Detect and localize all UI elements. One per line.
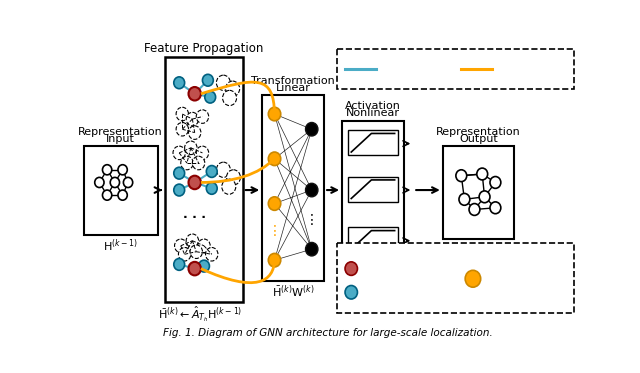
Circle shape [189, 126, 201, 140]
Circle shape [176, 107, 189, 121]
Circle shape [190, 245, 202, 258]
Circle shape [118, 190, 127, 200]
Circle shape [198, 239, 210, 253]
Circle shape [184, 141, 197, 154]
Circle shape [222, 179, 236, 194]
Text: Nonlinear: Nonlinear [346, 108, 400, 118]
Circle shape [490, 202, 501, 214]
Circle shape [124, 178, 132, 188]
Circle shape [477, 168, 488, 180]
Text: ⋮: ⋮ [305, 213, 319, 227]
Circle shape [202, 74, 213, 86]
Circle shape [193, 156, 205, 170]
Circle shape [268, 197, 281, 210]
Text: Hidden: Hidden [487, 268, 527, 278]
Circle shape [205, 91, 216, 103]
Circle shape [196, 146, 209, 160]
Circle shape [469, 204, 480, 215]
Text: Chosen Node: Chosen Node [362, 264, 436, 274]
Text: ⋮: ⋮ [268, 223, 282, 238]
Circle shape [175, 239, 187, 253]
Circle shape [189, 87, 201, 100]
Circle shape [174, 77, 184, 89]
Text: Representation: Representation [78, 127, 163, 137]
Circle shape [345, 262, 358, 275]
Circle shape [305, 242, 318, 256]
Circle shape [459, 194, 470, 205]
Circle shape [305, 122, 318, 136]
Circle shape [216, 75, 230, 90]
Circle shape [180, 156, 193, 170]
Bar [348, 176, 397, 202]
Circle shape [206, 166, 217, 178]
Circle shape [189, 176, 201, 189]
Circle shape [95, 178, 104, 188]
Bar [84, 146, 157, 235]
Circle shape [305, 183, 318, 197]
Text: Aggregation: Aggregation [381, 64, 449, 74]
Bar [348, 227, 397, 253]
Circle shape [206, 182, 217, 194]
Circle shape [465, 270, 481, 287]
Circle shape [198, 260, 209, 272]
Text: Activation: Activation [345, 101, 401, 112]
Text: Neighbor: Neighbor [362, 287, 413, 297]
Circle shape [227, 170, 241, 185]
Text: $\mathrm{H}^{(k-1)}$: $\mathrm{H}^{(k-1)}$ [103, 237, 138, 254]
Bar [443, 146, 514, 239]
Circle shape [196, 110, 209, 123]
Bar [165, 57, 243, 303]
Bar [337, 243, 575, 313]
Circle shape [226, 81, 239, 96]
Circle shape [173, 146, 186, 160]
Text: · · ·: · · · [183, 211, 206, 225]
Circle shape [186, 234, 198, 248]
Circle shape [118, 165, 127, 175]
Circle shape [205, 248, 218, 261]
Text: Combination: Combination [497, 64, 568, 74]
Circle shape [268, 253, 281, 267]
Circle shape [174, 258, 184, 270]
Bar [342, 121, 404, 264]
Circle shape [189, 262, 201, 275]
Text: Feature Propagation: Feature Propagation [144, 42, 264, 55]
Circle shape [110, 178, 120, 188]
Circle shape [268, 152, 281, 166]
Circle shape [102, 165, 112, 175]
Bar [262, 95, 324, 281]
Text: Representation: Representation [436, 127, 521, 137]
Circle shape [186, 112, 198, 126]
Text: $\bar{\mathrm{H}}^{(k)}\mathrm{W}^{(k)}$: $\bar{\mathrm{H}}^{(k)}\mathrm{W}^{(k)}$ [272, 284, 314, 300]
Text: Fig. 1. Diagram of GNN architecture for large-scale localization.: Fig. 1. Diagram of GNN architecture for … [163, 328, 493, 338]
Circle shape [490, 176, 501, 188]
Text: $\bar{\mathrm{H}}^{(k)} \leftarrow \hat{A}_{T_h} \mathrm{H}^{(k-1)}$: $\bar{\mathrm{H}}^{(k)} \leftarrow \hat{… [158, 305, 243, 325]
Circle shape [223, 90, 237, 106]
Bar [348, 130, 397, 156]
Bar [337, 49, 575, 89]
Circle shape [174, 167, 184, 179]
Text: $\phi(\bar{\mathrm{H}}^{(k)}\mathrm{W}^{(k)})$: $\phi(\bar{\mathrm{H}}^{(k)}\mathrm{W}^{… [344, 267, 402, 285]
Circle shape [179, 248, 191, 261]
Text: $\mathrm{H}^{(k)}$: $\mathrm{H}^{(k)}$ [468, 242, 488, 258]
Text: Transformation: Transformation [252, 76, 335, 86]
Text: Input: Input [106, 134, 135, 144]
Circle shape [456, 170, 467, 182]
Text: Linear: Linear [276, 83, 310, 93]
Circle shape [479, 191, 490, 203]
Circle shape [345, 285, 358, 299]
Circle shape [176, 122, 189, 136]
Circle shape [174, 184, 184, 196]
Text: Representation: Representation [487, 280, 572, 291]
Text: Output: Output [459, 134, 498, 144]
Circle shape [216, 162, 230, 178]
Circle shape [268, 107, 281, 121]
Circle shape [102, 190, 112, 200]
